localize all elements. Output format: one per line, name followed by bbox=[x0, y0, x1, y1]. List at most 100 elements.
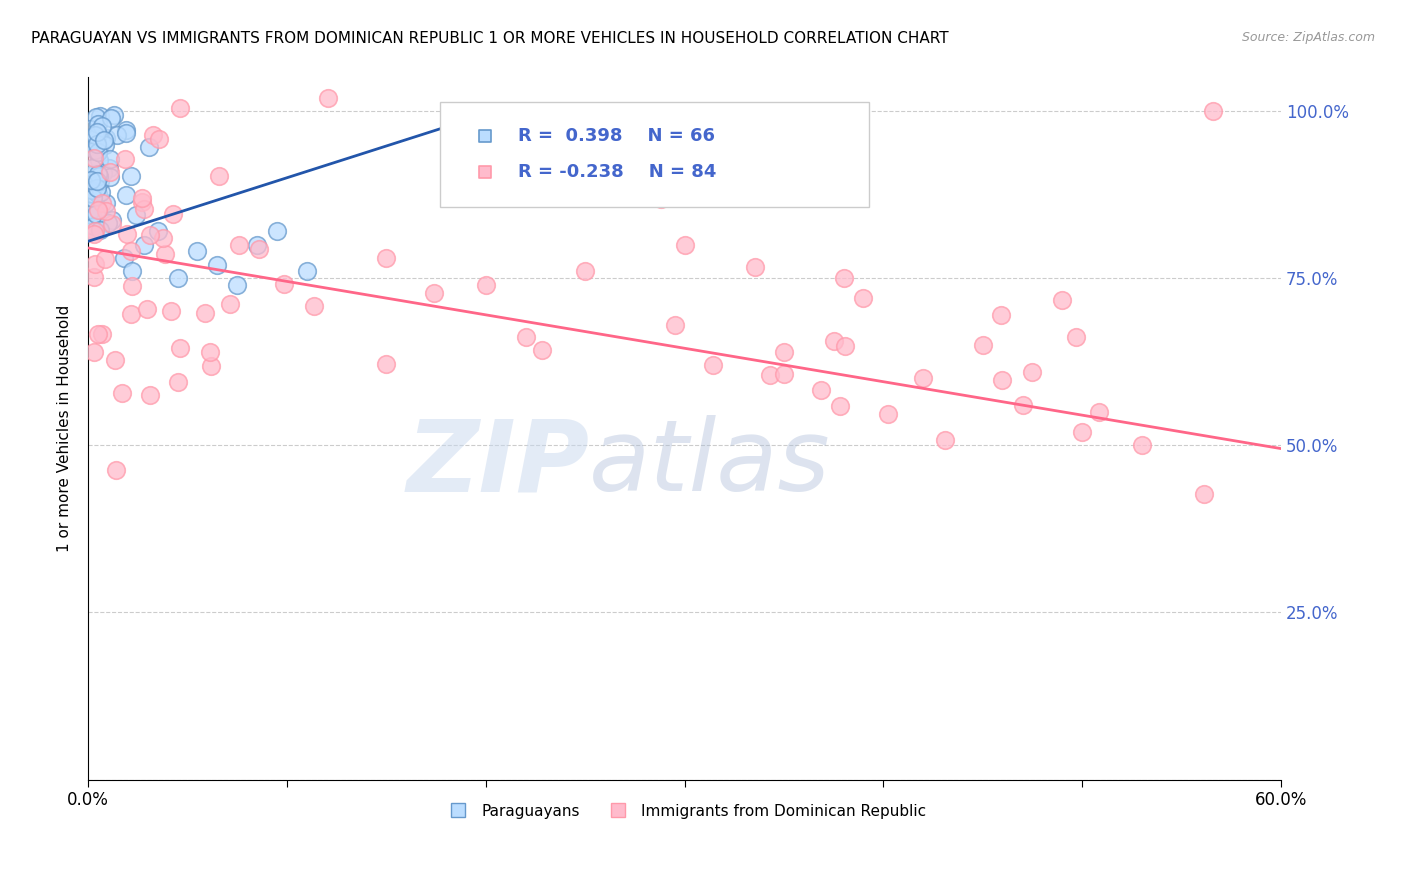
Point bbox=[83, 151, 105, 165]
Point bbox=[912, 371, 935, 385]
Point bbox=[80, 209, 103, 223]
Point bbox=[87, 167, 110, 181]
Point bbox=[1130, 438, 1153, 452]
Point bbox=[90, 185, 112, 199]
Point bbox=[139, 228, 162, 243]
Point bbox=[96, 203, 118, 218]
Point bbox=[97, 161, 120, 175]
Point bbox=[374, 358, 396, 372]
Point bbox=[773, 344, 796, 359]
Point bbox=[120, 244, 142, 259]
Point bbox=[142, 128, 165, 142]
Point bbox=[87, 145, 110, 159]
Point bbox=[169, 341, 191, 355]
Point bbox=[87, 128, 110, 143]
Point bbox=[162, 207, 184, 221]
Point bbox=[744, 260, 766, 274]
Point bbox=[91, 166, 114, 180]
Point bbox=[87, 202, 110, 217]
Text: R = -0.238    N = 84: R = -0.238 N = 84 bbox=[517, 163, 716, 181]
Point bbox=[876, 407, 898, 421]
Point bbox=[198, 344, 221, 359]
Point bbox=[98, 165, 121, 179]
Point bbox=[673, 237, 696, 252]
Point bbox=[114, 152, 136, 166]
Point bbox=[131, 191, 153, 205]
Point bbox=[80, 161, 103, 176]
Point bbox=[84, 257, 107, 271]
Point bbox=[97, 216, 120, 230]
Point bbox=[82, 187, 104, 202]
Point bbox=[186, 244, 208, 259]
Point bbox=[219, 297, 242, 311]
Point bbox=[79, 122, 101, 136]
Point bbox=[1066, 330, 1088, 344]
Point bbox=[86, 125, 108, 139]
Point bbox=[702, 358, 724, 372]
Point bbox=[115, 227, 138, 242]
Point bbox=[82, 191, 104, 205]
Point bbox=[1021, 365, 1043, 379]
Point bbox=[89, 174, 111, 188]
Point bbox=[114, 127, 136, 141]
Point bbox=[111, 386, 134, 401]
Point bbox=[98, 152, 121, 166]
Point bbox=[120, 169, 142, 183]
Text: atlas: atlas bbox=[589, 415, 831, 512]
Point bbox=[823, 334, 845, 349]
Point bbox=[138, 140, 160, 154]
Point bbox=[810, 383, 832, 397]
Point bbox=[1192, 486, 1215, 500]
Point bbox=[515, 329, 537, 343]
Point bbox=[87, 169, 110, 183]
Text: R =  0.398    N = 66: R = 0.398 N = 66 bbox=[517, 127, 714, 145]
Point bbox=[86, 139, 108, 153]
Point bbox=[84, 206, 107, 220]
Point bbox=[94, 131, 117, 145]
Point bbox=[89, 142, 111, 156]
Point bbox=[226, 277, 249, 292]
Point bbox=[100, 112, 122, 126]
Point bbox=[246, 237, 269, 252]
Point bbox=[132, 237, 155, 252]
Point bbox=[89, 153, 111, 167]
Point bbox=[852, 291, 875, 305]
Point bbox=[1087, 405, 1109, 419]
Point bbox=[266, 224, 288, 238]
Point bbox=[87, 118, 110, 132]
Point bbox=[89, 223, 111, 237]
Point bbox=[146, 224, 169, 238]
Point bbox=[316, 90, 339, 104]
Point bbox=[93, 133, 115, 147]
Point bbox=[166, 271, 188, 285]
Point bbox=[934, 434, 956, 448]
Point bbox=[96, 196, 118, 211]
Point bbox=[121, 279, 143, 293]
Point bbox=[773, 367, 796, 381]
Point bbox=[153, 247, 176, 261]
Point bbox=[104, 353, 127, 368]
Point bbox=[105, 128, 128, 142]
Point bbox=[94, 252, 117, 267]
Legend: Paraguayans, Immigrants from Dominican Republic: Paraguayans, Immigrants from Dominican R… bbox=[437, 797, 932, 824]
Point bbox=[125, 208, 148, 222]
Point bbox=[91, 326, 114, 341]
Point bbox=[664, 318, 686, 332]
FancyBboxPatch shape bbox=[440, 102, 869, 207]
Point bbox=[131, 195, 153, 210]
Point bbox=[79, 135, 101, 149]
Point bbox=[302, 299, 325, 313]
Point bbox=[89, 109, 111, 123]
Point bbox=[84, 130, 107, 145]
Point bbox=[83, 224, 105, 238]
Point bbox=[208, 169, 231, 184]
Point bbox=[740, 160, 762, 174]
Point bbox=[115, 188, 138, 202]
Point bbox=[990, 308, 1012, 322]
Point bbox=[80, 173, 103, 187]
Point bbox=[79, 218, 101, 232]
Point bbox=[136, 301, 159, 316]
Point bbox=[83, 270, 105, 285]
Point bbox=[83, 345, 105, 359]
Point bbox=[87, 187, 110, 202]
